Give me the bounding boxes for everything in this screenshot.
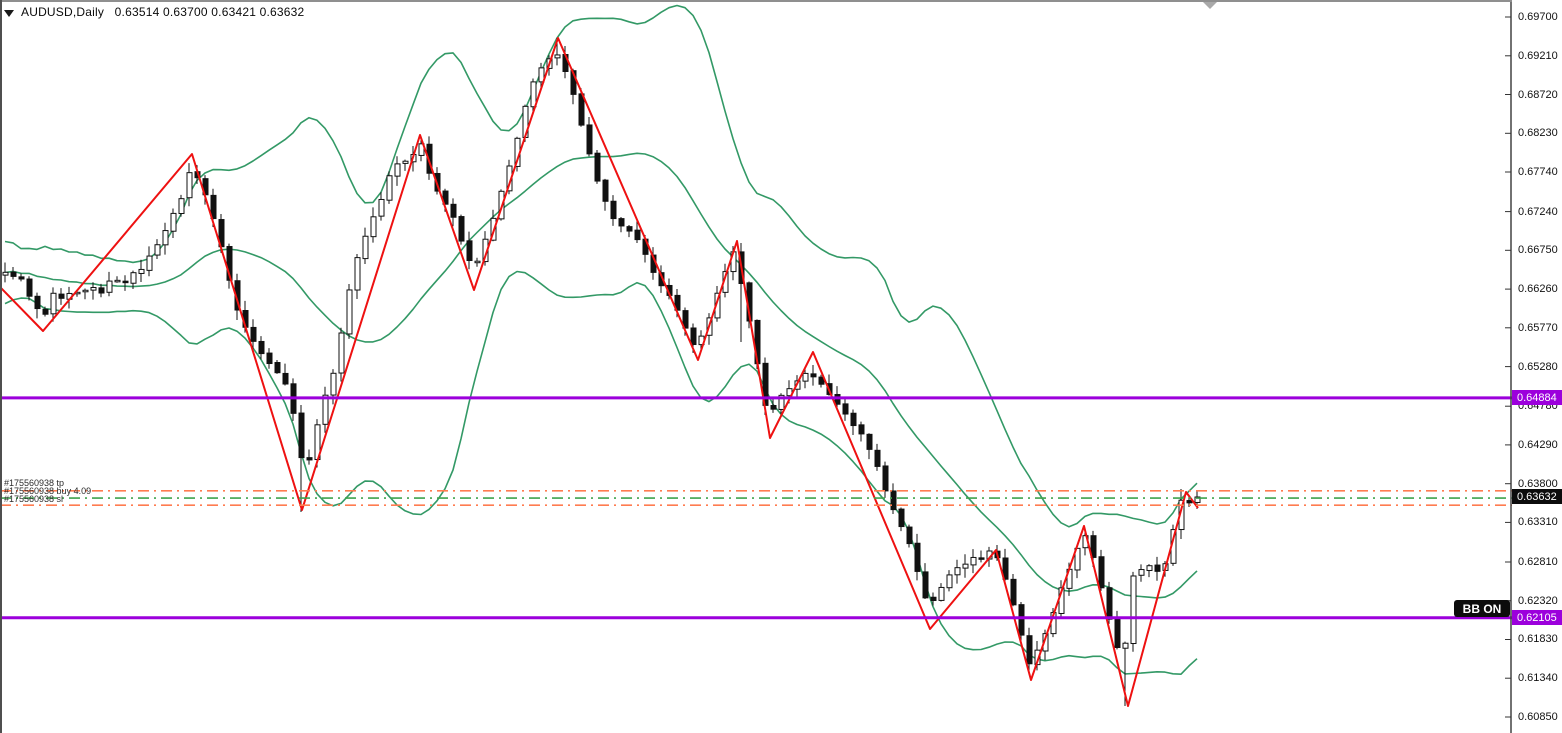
current-price-label: 0.63632 [1512, 489, 1562, 504]
chart-plot-area[interactable] [0, 0, 1512, 733]
axis-price-label: 0.69210 [1518, 50, 1558, 62]
axis-price-label: 0.66260 [1518, 283, 1558, 295]
axis-price-label: 0.69700 [1518, 11, 1558, 23]
zigzag-indicator-line [0, 37, 1199, 707]
trade-buy-label: #175560938 buy 4.09 [4, 486, 92, 496]
axis-price-label: 0.65770 [1518, 322, 1558, 334]
axis-price-label: 0.62810 [1518, 556, 1558, 568]
chart-title-bar: AUDUSD,Daily 0.63514 0.63700 0.63421 0.6… [4, 4, 304, 20]
axis-price-label: 0.67740 [1518, 166, 1558, 178]
axis-price-label: 0.67240 [1518, 206, 1558, 218]
bollinger-bands [4, 4, 1198, 676]
axis-price-label: 0.61340 [1518, 672, 1558, 684]
trade-tp-label: #175560938 tp [4, 478, 65, 488]
symbol-dropdown-icon[interactable] [4, 9, 14, 17]
axis-price-label: 0.65280 [1518, 361, 1558, 373]
chart-title: AUDUSD,Daily 0.63514 0.63700 0.63421 0.6… [21, 5, 305, 19]
axis-price-label: 0.63800 [1518, 478, 1558, 490]
axis-price-label: 0.68720 [1518, 89, 1558, 101]
axis-price-label: 0.63310 [1518, 516, 1558, 528]
axis-price-label: 0.60850 [1518, 711, 1558, 723]
axis-price-label: 0.64290 [1518, 439, 1558, 451]
axis-tick-marks [1505, 16, 1511, 718]
trade-tp-sl-lines[interactable] [0, 489, 1512, 507]
price-axis[interactable]: 0.69700 0.69210 0.68720 0.68230 0.67740 0.672… [1512, 0, 1562, 733]
axis-price-label: 0.68230 [1518, 127, 1558, 139]
window-left-border [0, 0, 2, 733]
bb-toggle-button[interactable]: BB ON [1454, 600, 1510, 617]
hline-price-label: 0.62105 [1512, 610, 1562, 625]
axis-price-label: 0.66750 [1518, 244, 1558, 256]
axis-price-label: 0.61830 [1518, 633, 1558, 645]
window-top-border [0, 0, 1562, 2]
trade-sl-label: #175560938 sl [4, 494, 64, 504]
chart-shift-marker-icon[interactable] [1203, 2, 1217, 9]
hline-price-label: 0.64884 [1512, 390, 1562, 405]
axis-price-label: 0.62320 [1518, 595, 1558, 607]
horizontal-support-resistance-lines[interactable] [0, 396, 1512, 620]
